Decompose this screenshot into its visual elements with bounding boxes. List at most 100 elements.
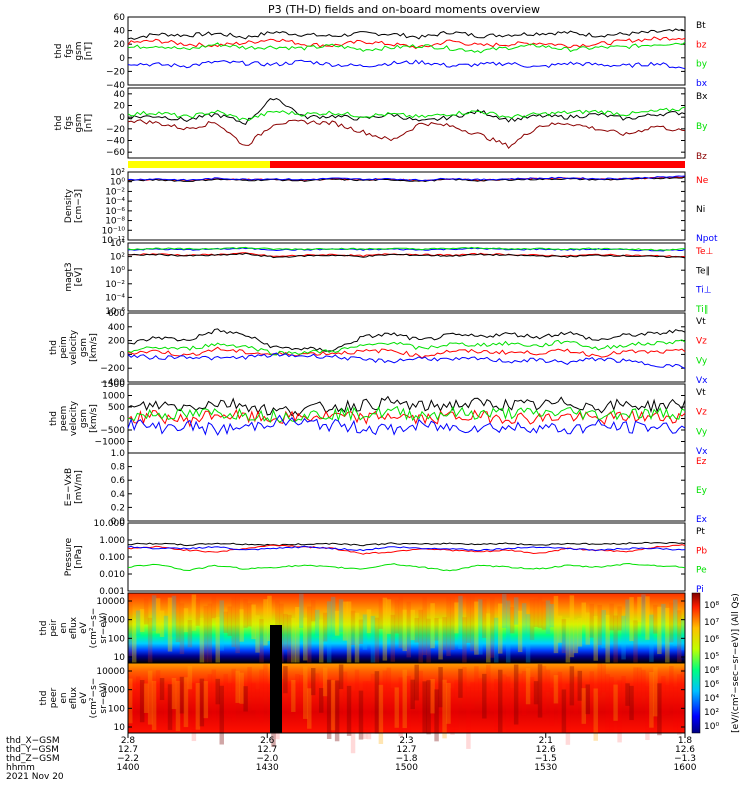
axes-frame — [127, 242, 686, 312]
spectrogram-streak — [478, 599, 483, 655]
panel-2: 40 200 −20 −40−60 thd fgs gsm [nT] Bx By Bz — [54, 87, 708, 162]
spectrogram-streak — [311, 600, 316, 622]
spectrogram-streak — [318, 687, 324, 713]
series-line-Npot — [127, 175, 686, 182]
spectrogram-streak — [613, 684, 618, 721]
y-tick-label: 10⁰ — [110, 178, 125, 188]
spectrogram-streak — [303, 666, 308, 719]
x-tick-label: 12.6 — [675, 745, 695, 755]
y-tick-label: 1000 — [102, 392, 125, 402]
spectrogram-streak — [657, 683, 662, 736]
spectrogram-streak — [402, 609, 407, 652]
spectrogram-streak — [474, 666, 479, 702]
legend-entry: Bt — [696, 21, 706, 31]
spectrogram-streak — [211, 669, 217, 721]
spectrogram-streak — [513, 664, 519, 725]
spectrogram-streak — [410, 679, 415, 710]
y-axis-label: eV — [79, 621, 89, 634]
y-tick-label: 0 — [119, 54, 125, 64]
spectrogram-streak — [386, 599, 392, 634]
colorbar-tick-label: 10⁶ — [704, 635, 719, 645]
spectrogram-streak — [585, 612, 591, 645]
y-tick-label: −200 — [100, 364, 125, 374]
spectrogram-streak — [474, 601, 479, 655]
axes-frame — [127, 452, 686, 522]
spectrogram-streak — [223, 611, 228, 633]
spectrogram-streak — [490, 596, 495, 658]
spectrogram-streak — [585, 684, 591, 715]
spectrogram-streak — [390, 614, 396, 662]
spectrogram-streak — [167, 597, 173, 652]
y-axis-label: [mV/m] — [74, 470, 84, 504]
spectrogram-streak — [291, 617, 296, 677]
spectrogram-streak — [203, 681, 209, 719]
spectrogram-streak — [637, 596, 642, 623]
colorbar-tick-label: 10⁷ — [704, 618, 719, 628]
spectrogram-streak — [609, 603, 614, 631]
y-tick-label: 10⁻⁶ — [105, 207, 125, 217]
spectrogram-streak — [187, 666, 193, 690]
y-tick-label: 10⁻¹² — [102, 236, 126, 246]
spectrogram-streak — [601, 664, 606, 693]
spectrogram-streak — [171, 677, 177, 710]
spectrogram-streak — [374, 617, 380, 664]
y-axis-label: thd — [49, 411, 59, 426]
spectrogram-streak — [593, 616, 598, 661]
spectrogram-streak — [350, 610, 356, 646]
spectrogram-streak — [422, 596, 427, 656]
y-axis-label: thd — [39, 621, 49, 636]
y-tick-label: 200 — [108, 337, 125, 347]
spectrogram-streak — [462, 617, 467, 671]
spectrogram-streak — [378, 684, 384, 744]
spectrogram-streak — [267, 684, 272, 715]
y-axis-label: gsm — [74, 113, 84, 132]
data-gap — [270, 625, 282, 663]
spectrogram-streak — [275, 600, 280, 637]
series-line-Vz — [127, 346, 686, 359]
spectrogram-streak — [573, 676, 579, 714]
y-axis-label: Density — [64, 188, 74, 223]
axes-frame — [127, 171, 686, 241]
spectrogram-streak — [139, 609, 145, 633]
spectrogram-streak — [167, 684, 173, 730]
y-tick-label: 0.4 — [111, 490, 126, 500]
spectrogram-streak — [183, 677, 189, 728]
spectrogram-streak — [505, 600, 511, 663]
spectrogram-streak — [681, 618, 686, 651]
y-tick-label: −40 — [106, 137, 125, 147]
spectrogram-streak — [517, 610, 523, 653]
y-axis-label: gsm — [79, 409, 89, 428]
spectrogram-streak — [625, 599, 630, 644]
spectrogram-streak — [330, 596, 336, 637]
spectrogram-streak — [665, 607, 670, 665]
spectrogram-streak — [342, 671, 348, 715]
spectrogram-streak — [378, 598, 384, 629]
spectrogram-streak — [251, 682, 256, 711]
spectrogram-streak — [326, 601, 332, 663]
spectrogram-streak — [203, 606, 209, 669]
spectrogram-streak — [430, 678, 435, 714]
y-tick-label: 10⁻⁴ — [105, 293, 125, 303]
spectrogram-streak — [565, 683, 571, 745]
series-line-Pt — [127, 541, 686, 547]
y-tick-label: 0 — [119, 415, 125, 425]
spectrogram-streak — [470, 682, 475, 709]
spectrogram-streak — [143, 683, 149, 713]
spectrogram-streak — [259, 669, 264, 723]
x-axis-row-label: hhmm — [6, 763, 35, 773]
spectrogram-streak — [533, 598, 539, 627]
legend-entry: Pt — [696, 527, 705, 537]
y-tick-label: 1500 — [102, 380, 125, 390]
spectrogram-streak — [394, 599, 400, 634]
colorbar-tick-label: 10⁶ — [704, 680, 719, 690]
x-tick-label: −2.2 — [117, 754, 139, 764]
y-tick-label: 10 — [114, 653, 126, 663]
spectrogram-streak — [402, 669, 407, 729]
y-axis-label: gsm — [79, 338, 89, 357]
spectrogram-streak — [442, 617, 447, 651]
x-tick-label: −1.8 — [396, 754, 418, 764]
spectrogram-streak — [418, 609, 423, 666]
spectrogram-streak — [219, 600, 224, 651]
legend-entry: Ex — [696, 515, 708, 525]
spectrogram-streak — [446, 596, 451, 657]
